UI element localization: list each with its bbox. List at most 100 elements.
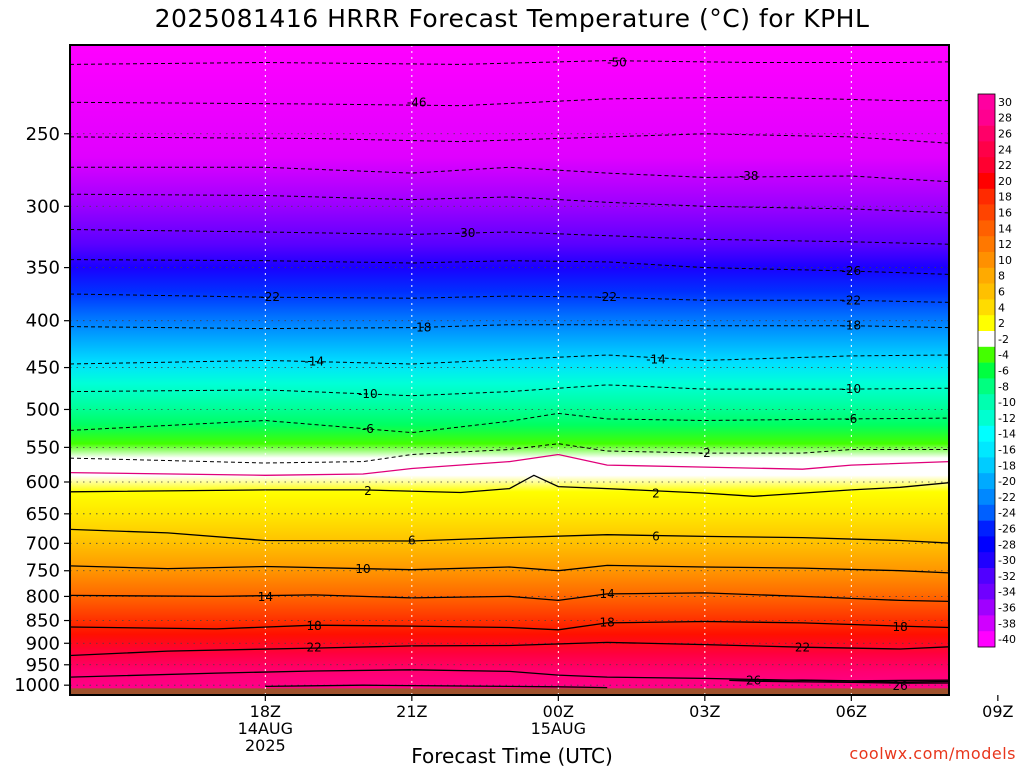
colorbar-swatch [978, 236, 995, 253]
contour-label: 22 [307, 641, 322, 655]
color-fill-layer [70, 45, 949, 695]
contour-label: -18 [842, 319, 862, 333]
colorbar-swatch [978, 473, 995, 490]
colorbar-swatch [978, 220, 995, 237]
colorbar-label: 14 [998, 222, 1012, 235]
y-tick-label: 350 [26, 258, 60, 279]
contour-label: -14 [304, 354, 324, 368]
colorbar-swatch [978, 188, 995, 205]
colorbar-label: 16 [998, 207, 1012, 220]
colorbar-swatch [978, 441, 995, 458]
y-tick-label: 950 [26, 655, 60, 676]
contour-label: 14 [600, 587, 615, 601]
colorbar-swatch [978, 520, 995, 537]
x-tick-label: 18Z [250, 702, 281, 721]
colorbar-label: 24 [998, 143, 1012, 156]
colorbar-label: -8 [998, 380, 1009, 393]
colorbar-label: -12 [998, 412, 1016, 425]
colorbar-label: 28 [998, 112, 1012, 125]
y-tick-label: 300 [26, 196, 60, 217]
colorbar-label: -40 [998, 633, 1016, 646]
colorbar-label: -10 [998, 396, 1016, 409]
colorbar-label: 20 [998, 175, 1012, 188]
colorbar-swatch [978, 125, 995, 142]
contour-label: -18 [412, 321, 432, 335]
contour-label: -38 [739, 169, 759, 183]
colorbar-swatch [978, 315, 995, 332]
colorbar-swatch [978, 109, 995, 126]
x-tick-label: 09Z [982, 702, 1013, 721]
x-axis-label: Forecast Time (UTC) [411, 744, 613, 768]
contour-label: 26 [746, 673, 761, 687]
colorbar-label: -14 [998, 428, 1016, 441]
temperature-fill [70, 45, 949, 695]
contour-label: -30 [456, 226, 476, 240]
colorbar-swatch [978, 204, 995, 221]
contour-label: 18 [307, 619, 322, 633]
y-tick-label: 900 [26, 633, 60, 654]
contour-label: -50 [607, 56, 627, 70]
colorbar-swatch [978, 457, 995, 474]
colorbar-swatch [978, 362, 995, 379]
colorbar-label: 8 [998, 270, 1005, 283]
colorbar-label: 4 [998, 301, 1005, 314]
x-tick-label: 06Z [836, 702, 867, 721]
colorbar-label: 30 [998, 96, 1012, 109]
contour-line [70, 474, 949, 497]
chart-title: 2025081416 HRRR Forecast Temperature (°C… [154, 4, 870, 33]
colorbar-label: -38 [998, 617, 1016, 630]
colorbar-label: 2 [998, 317, 1005, 330]
colorbar-swatch [978, 157, 995, 174]
contour-label: 14 [258, 590, 273, 604]
colorbar-label: 22 [998, 159, 1012, 172]
colorbar-swatch [978, 173, 995, 190]
y-tick-label: 850 [26, 611, 60, 632]
y-tick-label: 550 [26, 437, 60, 458]
contour-label: -22 [842, 293, 862, 307]
colorbar-label: 18 [998, 191, 1012, 204]
colorbar-label: -4 [998, 349, 1009, 362]
colorbar-swatch [978, 552, 995, 569]
colorbar-swatch [978, 599, 995, 616]
credit-link[interactable]: coolwx.com/models [849, 744, 1016, 763]
contour-line [70, 592, 949, 603]
colorbar-swatch [978, 267, 995, 284]
x-tick-label: 14AUG [238, 719, 293, 738]
colorbar-swatch [978, 141, 995, 158]
y-tick-label: 650 [26, 504, 60, 525]
colorbar-label: -36 [998, 602, 1016, 615]
colorbar-swatch [978, 504, 995, 521]
contour-label: -14 [646, 353, 666, 367]
colorbar-label: -26 [998, 523, 1016, 536]
colorbar-swatch [978, 615, 995, 632]
colorbar-swatch [978, 378, 995, 395]
contour-label: -22 [597, 290, 617, 304]
contour-label: -22 [260, 290, 280, 304]
y-tick-label: 500 [26, 399, 60, 420]
contour-label: -10 [358, 387, 378, 401]
y-tick-label: 750 [26, 561, 60, 582]
colorbar-label: -30 [998, 554, 1016, 567]
contour-line [70, 412, 949, 434]
contour-label: -10 [842, 382, 862, 396]
contour-line [70, 133, 949, 144]
contour-line [70, 166, 949, 183]
contour-label: 2 [652, 487, 660, 501]
contour-label: 2 [364, 484, 372, 498]
colorbar-label: -22 [998, 491, 1016, 504]
contour-label: 18 [600, 615, 615, 629]
colorbar-label: -20 [998, 475, 1016, 488]
contour-line [729, 679, 949, 684]
y-tick-label: 450 [26, 358, 60, 379]
colorbar-swatch [978, 536, 995, 553]
y-tick-label: 250 [26, 124, 60, 145]
contour-label: 18 [893, 620, 908, 634]
contour-line [70, 620, 949, 631]
colorbar-label: -16 [998, 444, 1016, 457]
colorbar-label: -6 [998, 365, 1009, 378]
colorbar-label: -32 [998, 570, 1016, 583]
colorbar-frame [977, 93, 996, 648]
contour-label: 26 [893, 679, 908, 693]
colorbar-swatch [978, 331, 995, 348]
